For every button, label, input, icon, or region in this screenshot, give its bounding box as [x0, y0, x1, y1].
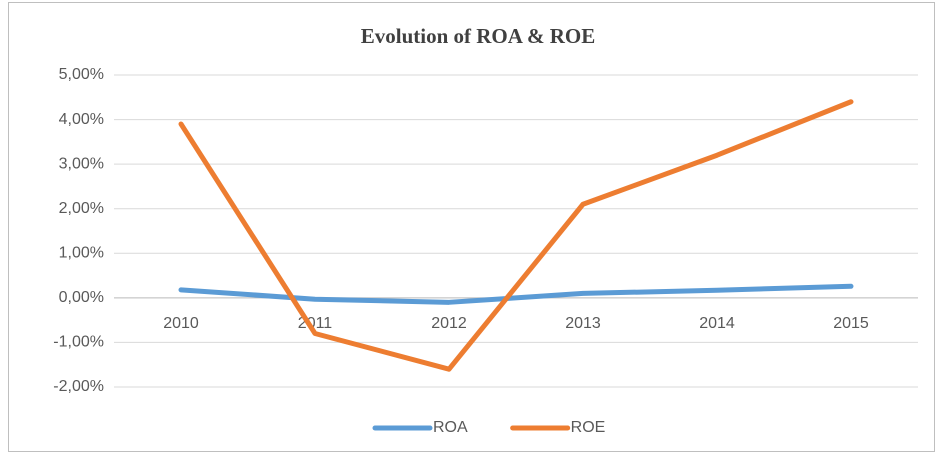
y-tick-label: 4,00%	[59, 111, 104, 128]
x-tick-label: 2013	[565, 315, 601, 332]
series-line	[178, 99, 854, 372]
x-tick-label: 2014	[699, 315, 735, 332]
chart-border	[8, 2, 935, 452]
y-tick-label: -2,00%	[53, 378, 104, 395]
x-tick-label: 2015	[833, 315, 869, 332]
legend-label: ROA	[433, 419, 468, 436]
y-tick-label: 1,00%	[59, 245, 104, 262]
y-tick-label: -1,00%	[53, 334, 104, 351]
y-tick-label: 5,00%	[59, 66, 104, 83]
legend-label: ROE	[571, 419, 606, 436]
y-tick-label: 2,00%	[59, 200, 104, 217]
y-tick-label: 3,00%	[59, 155, 104, 172]
x-tick-label: 2010	[163, 315, 199, 332]
y-tick-label: 0,00%	[59, 289, 104, 306]
x-tick-label: 2012	[431, 315, 467, 332]
chart-title: Evolution of ROA & ROE	[361, 24, 596, 48]
